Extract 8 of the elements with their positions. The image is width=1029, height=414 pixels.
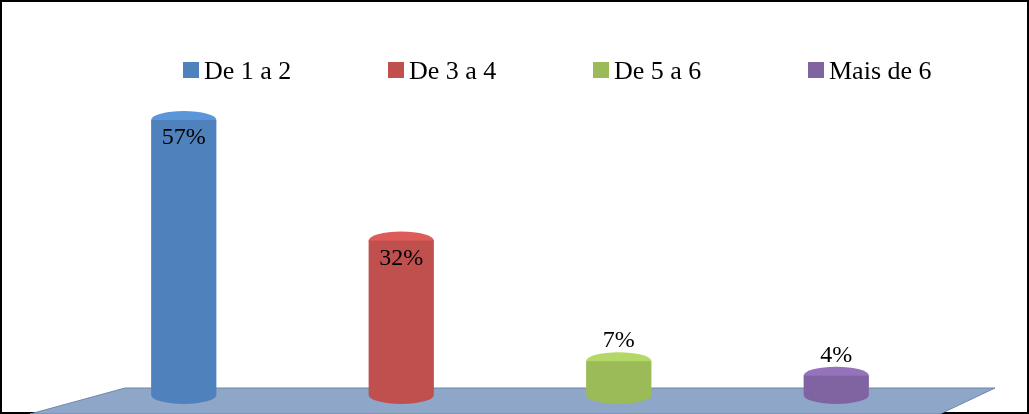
data-label: 32% <box>379 243 424 270</box>
data-label: 57% <box>161 123 206 149</box>
x-tick-label: De 3 a 4 <box>409 56 497 85</box>
x-tick-label: De 1 a 2 <box>204 56 292 85</box>
x-tick-label: Mais de 6 <box>829 56 932 85</box>
data-label: 7% <box>602 326 635 353</box>
data-label: 4% <box>820 340 853 367</box>
x-tick-label: De 5 a 6 <box>614 56 702 85</box>
